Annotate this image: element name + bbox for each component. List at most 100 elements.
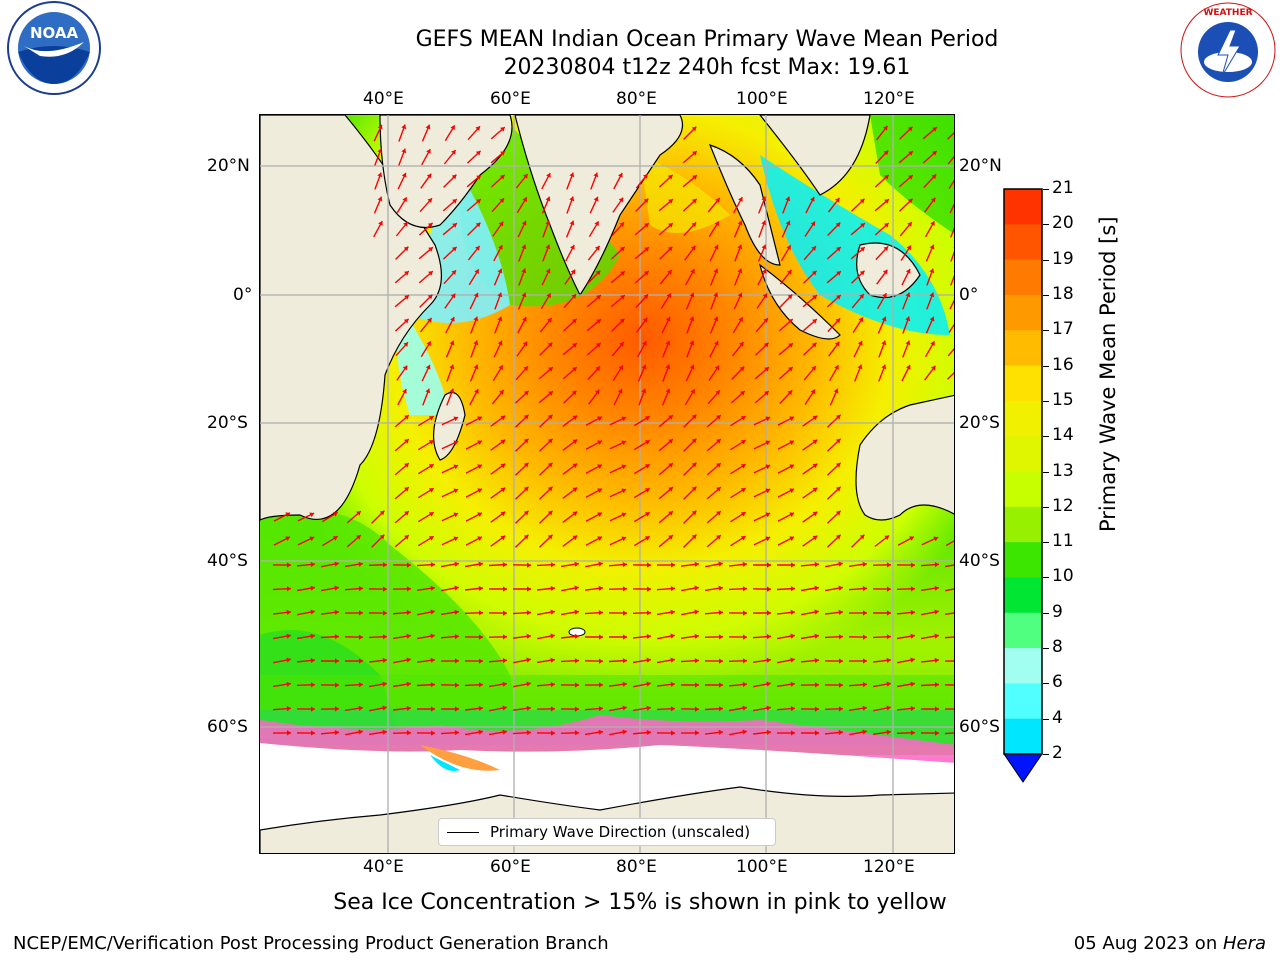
- wave-direction-arrowhead: [310, 657, 315, 664]
- wave-direction-arrowhead: [761, 244, 767, 250]
- wave-direction-arrowhead: [812, 319, 817, 324]
- wave-direction-arrowhead: [670, 586, 675, 592]
- wave-direction-arrowhead: [523, 414, 529, 420]
- wave-direction-arrowhead: [815, 706, 819, 712]
- wave-direction-arrowhead: [358, 705, 363, 711]
- wave-direction-arrowhead: [332, 512, 338, 517]
- colorbar-swatch: [1004, 436, 1042, 472]
- wave-direction-arrowhead: [668, 223, 673, 228]
- wave-direction-arrowhead: [427, 294, 433, 300]
- wave-direction-arrowhead: [641, 364, 647, 370]
- wave-direction-arrowhead: [382, 562, 387, 568]
- wave-direction-arrowhead: [762, 269, 767, 274]
- wave-direction-arrowhead: [574, 609, 579, 615]
- wave-direction-arrowhead: [473, 364, 479, 370]
- colorbar-swatch: [1004, 471, 1042, 508]
- wave-direction-arrowhead: [668, 199, 673, 204]
- wave-direction-arrowhead: [881, 340, 887, 346]
- wave-direction-arrowhead: [426, 341, 431, 347]
- wave-direction-arrowhead: [791, 562, 795, 568]
- wave-direction-arrowhead: [930, 221, 935, 226]
- wave-direction-arrowhead: [883, 125, 888, 131]
- wave-direction-arrowhead: [667, 174, 673, 180]
- wave-direction-arrow: [948, 323, 954, 333]
- wave-direction-arrowhead: [785, 220, 791, 226]
- wave-direction-arrowhead: [474, 389, 479, 394]
- wave-direction-arrowhead: [498, 365, 503, 371]
- wave-direction-arrowhead: [929, 316, 935, 322]
- wave-direction-arrowhead: [473, 292, 479, 298]
- wave-direction-arrowhead: [714, 221, 719, 227]
- colorbar-swatch: [1004, 542, 1042, 578]
- wave-direction-arrowhead: [838, 729, 843, 736]
- wave-direction-arrowhead: [862, 729, 867, 735]
- wave-direction-arrowhead: [595, 270, 601, 276]
- wave-direction-arrowhead: [690, 245, 696, 251]
- wave-direction-arrowhead: [716, 463, 721, 468]
- wave-direction-arrowhead: [906, 245, 911, 251]
- wave-direction-arrowhead: [521, 220, 527, 226]
- wave-direction-arrowhead: [911, 562, 915, 568]
- wave-direction-arrowhead: [743, 610, 747, 616]
- wave-direction-arrowhead: [430, 682, 435, 688]
- wave-direction-arrowhead: [428, 512, 434, 517]
- lon-tick-bottom: 40°E: [363, 857, 404, 877]
- colorbar-tick: [1043, 612, 1049, 614]
- wave-direction-arrowhead: [668, 487, 673, 492]
- wave-direction-arrowhead: [814, 609, 819, 615]
- wave-direction-arrowhead: [719, 658, 723, 664]
- wave-direction-arrowhead: [550, 609, 555, 615]
- wave-direction-arrowhead: [477, 512, 482, 517]
- wave-direction-arrowhead: [479, 658, 483, 664]
- wave-direction-arrowhead: [449, 364, 455, 370]
- wave-direction-arrowhead: [859, 270, 865, 276]
- wave-direction-arrowhead: [379, 510, 385, 516]
- lat-tick-left: 60°S: [207, 717, 248, 737]
- wave-direction-arrowhead: [835, 197, 840, 203]
- wave-direction-arrowhead: [425, 124, 431, 130]
- wave-direction-arrowhead: [910, 633, 915, 639]
- wave-direction-arrowhead: [527, 562, 531, 568]
- map-legend: Primary Wave Direction (unscaled): [438, 818, 776, 846]
- wave-direction-arrowhead: [499, 198, 504, 203]
- wave-direction-arrowhead: [689, 340, 695, 346]
- colorbar-tick-label: 16: [1052, 354, 1074, 375]
- wave-direction-arrowhead: [740, 512, 746, 517]
- wave-direction-arrowhead: [527, 586, 531, 592]
- wave-direction-arrowhead: [574, 658, 579, 664]
- wave-direction-arrowhead: [691, 222, 697, 228]
- wave-direction-arrowhead: [618, 173, 623, 178]
- wave-direction-arrowhead: [286, 681, 291, 687]
- wave-direction-arrowhead: [523, 510, 529, 516]
- wave-direction-arrowhead: [908, 151, 913, 156]
- wave-direction-arrowhead: [334, 729, 339, 736]
- wave-direction-arrowhead: [691, 534, 697, 540]
- wave-direction-arrowhead: [689, 316, 695, 322]
- wave-direction-arrowhead: [740, 440, 746, 445]
- wave-direction-arrowhead: [887, 586, 891, 592]
- wave-direction-arrowhead: [402, 365, 408, 371]
- wave-direction-arrowhead: [666, 293, 671, 299]
- wave-direction-arrowhead: [668, 415, 673, 420]
- wave-direction-arrowhead: [598, 729, 603, 735]
- wave-direction-arrowhead: [382, 729, 387, 735]
- wave-direction-arrowhead: [667, 270, 672, 275]
- wave-direction-arrowhead: [404, 487, 409, 492]
- wave-direction-arrowhead: [738, 317, 743, 322]
- wave-direction-arrowhead: [574, 561, 579, 567]
- wave-direction-arrowhead: [617, 388, 623, 394]
- wave-direction-arrow: [949, 299, 954, 310]
- wave-direction-arrowhead: [500, 127, 505, 132]
- wave-direction-arrowhead: [428, 440, 434, 445]
- wave-direction-arrowhead: [646, 657, 651, 663]
- wave-direction-arrowhead: [835, 222, 841, 228]
- wave-direction-arrowhead: [691, 438, 697, 444]
- colorbar-tick: [1043, 471, 1049, 473]
- wave-direction-arrowhead: [358, 586, 363, 592]
- wave-direction-arrowhead: [905, 316, 911, 322]
- wave-direction-arrowhead: [739, 341, 744, 347]
- footer-host: Hera: [1222, 933, 1266, 954]
- wave-direction-arrowhead: [812, 439, 818, 445]
- wave-direction-arrowhead: [406, 586, 411, 592]
- wave-direction-arrowhead: [358, 729, 363, 735]
